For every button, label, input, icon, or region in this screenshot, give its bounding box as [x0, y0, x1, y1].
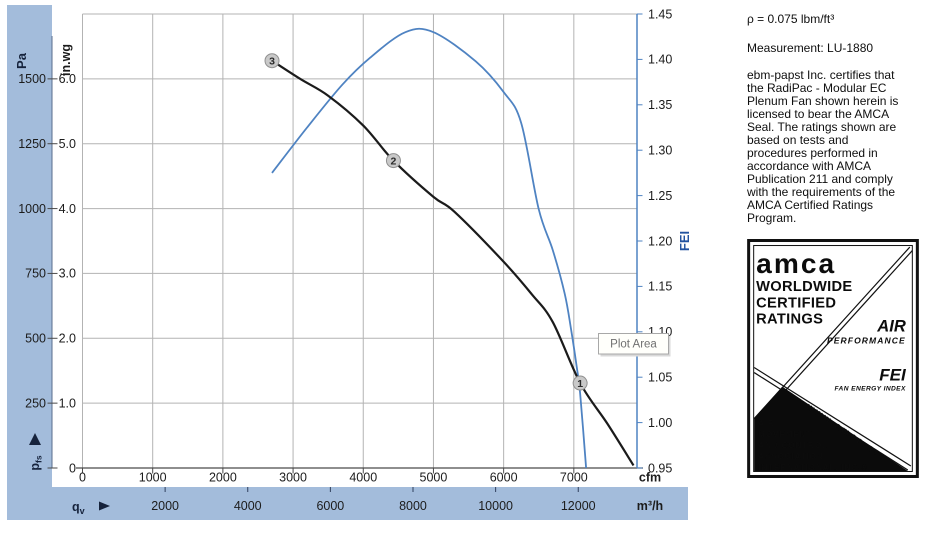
pressure-arrow-icon: [29, 433, 41, 445]
svg-text:3.0: 3.0: [59, 267, 76, 281]
svg-text:6.0: 6.0: [59, 72, 76, 86]
amca-seal: amca WORLDWIDE CERTIFIED RATINGS AIR PER…: [747, 239, 919, 478]
seal-air-text: AIR: [876, 316, 906, 335]
svg-text:12000: 12000: [561, 499, 596, 513]
svg-text:Plot Area: Plot Area: [610, 339, 657, 351]
svg-text:8000: 8000: [399, 499, 427, 513]
svg-text:1000: 1000: [18, 202, 46, 216]
seal-inner-border: [753, 245, 913, 472]
svg-text:5000: 5000: [420, 471, 448, 485]
svg-text:500: 500: [25, 332, 46, 346]
point-marker-2[interactable]: 2: [385, 153, 401, 169]
seal-association-line-1: AIR: [758, 419, 775, 428]
point-marker-1[interactable]: 1: [572, 375, 588, 391]
svg-text:1.35: 1.35: [648, 98, 672, 112]
svg-text:1.45: 1.45: [648, 7, 672, 21]
fei-axis-label: FEI: [677, 231, 692, 251]
measurement-id: Measurement: LU-1880: [747, 41, 874, 55]
svg-text:1.15: 1.15: [648, 280, 672, 294]
svg-text:4000: 4000: [234, 499, 262, 513]
svg-text:5.0: 5.0: [59, 137, 76, 151]
svg-text:1.05: 1.05: [648, 371, 672, 385]
seal-association-line-3: AND CONTROL: [758, 441, 828, 450]
svg-text:6000: 6000: [490, 471, 518, 485]
svg-text:1.0: 1.0: [59, 396, 76, 410]
inwg-axis-label: in.wg: [59, 44, 73, 76]
svg-text:1000: 1000: [139, 471, 167, 485]
seal-logo-text: amca: [756, 248, 836, 279]
m3h-unit-label: m³/h: [637, 499, 663, 513]
svg-text:10000: 10000: [478, 499, 513, 513]
seal-association-line-4: ASSOCIATION: [758, 452, 823, 461]
svg-text:4000: 4000: [349, 471, 377, 485]
svg-text:4.0: 4.0: [59, 202, 76, 216]
seal-fan-energy-index-text: FAN ENERGY INDEX: [834, 386, 905, 393]
qv-flow-label: qv: [72, 500, 85, 516]
qv-arrow-icon: [99, 501, 110, 511]
gridlines: [82, 13, 637, 468]
tick-marks: [47, 13, 643, 492]
svg-text:1250: 1250: [18, 137, 46, 151]
pfs-pressure-label: pfs: [28, 455, 44, 470]
seal-triangle: [754, 386, 908, 471]
seal-ratings-text: RATINGS: [756, 311, 823, 327]
svg-text:1500: 1500: [18, 72, 46, 86]
seal-association-line-2: MOVEMENT: [758, 430, 812, 439]
svg-text:0: 0: [69, 461, 76, 475]
svg-text:1.25: 1.25: [648, 189, 672, 203]
seal-worldwide-text: WORLDWIDE: [756, 279, 852, 295]
svg-text:1.30: 1.30: [648, 144, 672, 158]
certification-panel: ρ = 0.075 lbm/ft³ Measurement: LU-1880 e…: [747, 13, 929, 225]
svg-text:750: 750: [25, 267, 46, 281]
svg-text:6000: 6000: [316, 499, 344, 513]
svg-text:1.00: 1.00: [648, 416, 672, 430]
certification-text: ebm-papst Inc. certifies that the RadiPa…: [747, 68, 899, 225]
seal-certified-text: CERTIFIED: [756, 295, 836, 311]
plot-area-tooltip[interactable]: Plot Area: [598, 333, 671, 357]
pa-axis-label: Pa: [14, 52, 29, 69]
fan-curve-chart[interactable]: 25050075010001250150001.02.03.04.05.06.0…: [0, 0, 695, 534]
svg-text:3000: 3000: [279, 471, 307, 485]
left-axis-band: [7, 5, 52, 520]
svg-text:2000: 2000: [209, 471, 237, 485]
fei-curve[interactable]: [271, 27, 588, 469]
svg-text:2.0: 2.0: [59, 332, 76, 346]
point-marker-3[interactable]: 3: [264, 53, 280, 69]
bottom-axis-band: [7, 487, 688, 520]
air-density-value: ρ = 0.075 lbm/ft³: [747, 12, 835, 26]
svg-text:1.40: 1.40: [648, 53, 672, 67]
axis-tick-labels: 25050075010001250150001.02.03.04.05.06.0…: [18, 7, 672, 513]
seal-performance-text: PERFORMANCE: [827, 335, 906, 345]
svg-text:0: 0: [79, 471, 86, 485]
pressure-curve[interactable]: [271, 59, 635, 466]
cfm-unit-label: cfm: [639, 471, 661, 485]
seal-association-line-5: INTERNATIONAL, INC.®: [758, 463, 868, 472]
svg-text:3: 3: [269, 55, 275, 67]
svg-text:1.20: 1.20: [648, 234, 672, 248]
svg-text:2: 2: [391, 155, 397, 167]
svg-text:1: 1: [577, 378, 583, 390]
svg-text:7000: 7000: [560, 471, 588, 485]
svg-text:250: 250: [25, 396, 46, 410]
seal-fei-text: FEI: [879, 366, 907, 385]
svg-text:0.95: 0.95: [648, 461, 672, 475]
svg-text:2000: 2000: [151, 499, 179, 513]
